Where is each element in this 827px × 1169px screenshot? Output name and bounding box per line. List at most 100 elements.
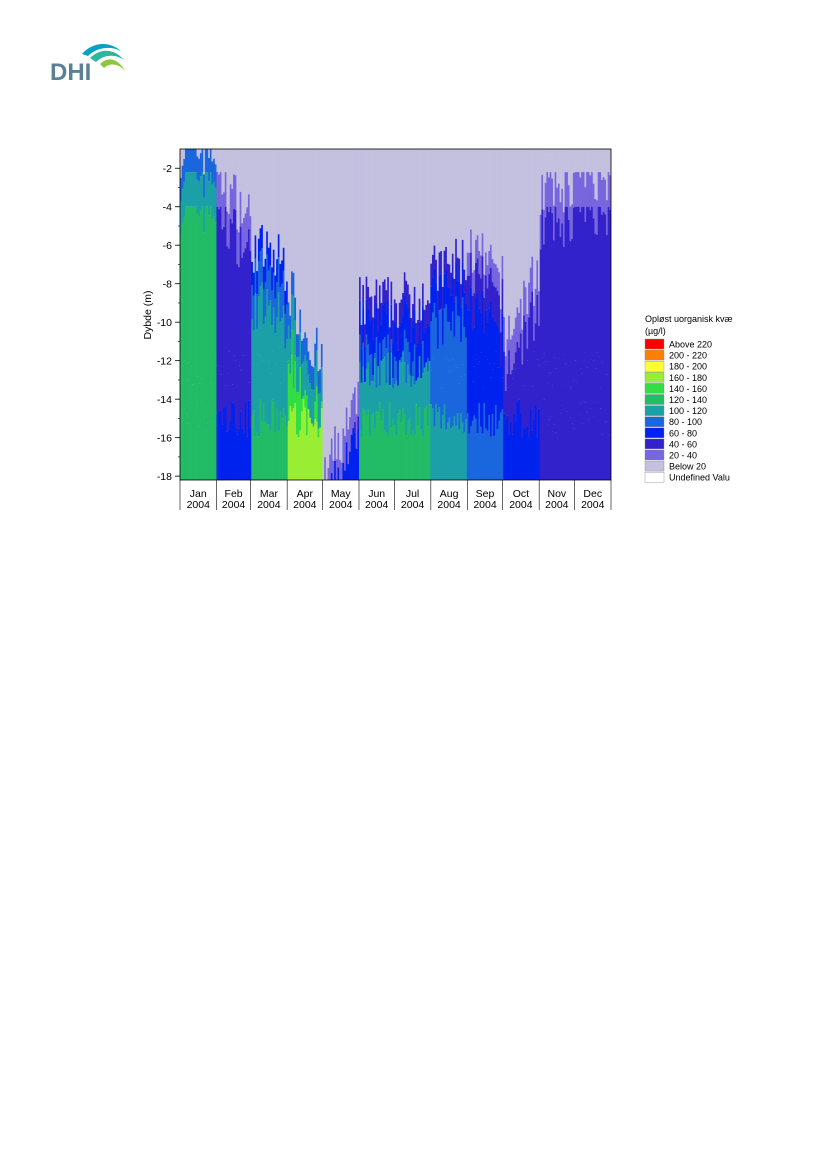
heatmap-cell <box>226 246 229 374</box>
heatmap-cell <box>584 164 587 188</box>
heatmap-cell <box>470 229 473 253</box>
y-axis-label: Dybde (m) <box>142 290 154 339</box>
heatmap-cell <box>561 405 564 480</box>
heatmap-cell <box>440 251 443 275</box>
heatmap-cell <box>183 149 186 159</box>
heatmap-cell <box>181 165 184 189</box>
heatmap-cell <box>483 356 486 404</box>
heatmap-cell <box>242 194 246 218</box>
heatmap-cell <box>272 272 276 308</box>
heatmap-cell <box>446 263 450 287</box>
heatmap-cell <box>349 149 352 394</box>
heatmap-cell <box>577 414 581 480</box>
heatmap-cell <box>242 149 246 195</box>
x-tick-label-month: Aug <box>440 488 459 500</box>
heatmap-cell <box>330 473 334 480</box>
heatmap-cell <box>584 221 587 353</box>
y-tick-label: -12 <box>157 356 172 368</box>
heatmap-cell <box>470 149 473 230</box>
heatmap-cell <box>541 363 544 414</box>
heatmap-cell <box>317 394 320 429</box>
heatmap-cell <box>292 272 295 296</box>
heatmap-cell <box>546 206 549 384</box>
heatmap-cell <box>259 285 262 357</box>
heatmap-cell <box>571 423 574 480</box>
heatmap-cell <box>274 275 277 299</box>
heatmap-cell <box>289 373 292 406</box>
heatmap-cell <box>554 149 557 173</box>
heatmap-cell <box>554 368 557 433</box>
heatmap-cell <box>576 426 579 480</box>
legend-swatch <box>644 349 665 361</box>
y-tick-label: -16 <box>157 433 172 445</box>
heatmap-cell <box>208 402 211 480</box>
heatmap-cell <box>514 421 518 480</box>
heatmap-cell <box>370 319 373 355</box>
heatmap-cell <box>184 413 188 480</box>
heatmap-cell <box>392 343 395 379</box>
heatmap-cell <box>365 334 368 369</box>
heatmap-cell <box>541 209 544 364</box>
heatmap-cell <box>501 149 504 256</box>
heatmap-cell <box>267 361 271 425</box>
heatmap-cell <box>350 434 353 480</box>
heatmap-cell <box>513 328 516 364</box>
heatmap-cell <box>231 149 234 166</box>
heatmap-cell <box>315 149 319 328</box>
heatmap-cell <box>519 413 523 480</box>
heatmap-cell <box>277 234 281 258</box>
heatmap-cell <box>436 357 440 413</box>
heatmap-cell <box>365 299 368 335</box>
heatmap-cell <box>536 437 539 480</box>
heatmap-cell <box>372 149 375 318</box>
heatmap-cell <box>513 372 516 414</box>
heatmap-cell <box>284 348 287 379</box>
heatmap-cell <box>422 341 425 374</box>
heatmap-cell <box>529 267 533 303</box>
x-tick-label-year: 2004 <box>473 499 497 511</box>
heatmap-cell <box>342 405 345 429</box>
heatmap-cell <box>365 149 368 277</box>
heatmap-cell <box>480 278 483 314</box>
heatmap-cell <box>561 188 564 224</box>
heatmap-cell <box>184 206 188 364</box>
heatmap-cell <box>465 280 468 304</box>
logo-wave-1 <box>82 43 122 56</box>
heatmap-cell <box>262 361 266 404</box>
heatmap-cell <box>254 436 257 480</box>
heatmap-cell <box>475 359 478 419</box>
heatmap-cell <box>373 149 377 296</box>
heatmap-cell <box>272 249 276 273</box>
heatmap-cell <box>556 149 559 165</box>
heatmap-cell <box>458 281 461 317</box>
y-tick-label: -2 <box>163 163 172 175</box>
heatmap-cell <box>478 361 481 404</box>
heatmap-cell <box>319 427 322 429</box>
heatmap-cell <box>282 149 286 248</box>
heatmap-cell <box>319 369 322 393</box>
heatmap-cell <box>266 149 269 232</box>
legend-label: 180 - 200 <box>669 362 707 372</box>
heatmap-cell <box>499 366 503 413</box>
heatmap-cell <box>435 259 438 283</box>
heatmap-cell <box>403 414 407 480</box>
heatmap-cell <box>261 282 264 361</box>
heatmap-cell <box>602 149 605 155</box>
heatmap-cell <box>506 149 509 317</box>
heatmap-cell <box>455 149 458 239</box>
heatmap-cell <box>282 408 286 480</box>
heatmap-cell <box>201 149 204 173</box>
heatmap-cell <box>543 209 546 245</box>
y-axis: -2-4-6-8-10-12-14-16-18 <box>157 163 180 483</box>
heatmap-cell <box>460 341 463 377</box>
heatmap-cell <box>310 365 314 389</box>
heatmap-cell <box>538 365 541 409</box>
heatmap-cell <box>359 430 362 480</box>
heatmap-cell <box>281 318 284 368</box>
heatmap-cell <box>476 235 479 259</box>
heatmap-cell <box>526 314 529 349</box>
heatmap-cell <box>229 218 232 385</box>
heatmap-cell <box>475 418 478 480</box>
heatmap-cell <box>443 365 446 405</box>
legend-swatch <box>644 472 665 483</box>
